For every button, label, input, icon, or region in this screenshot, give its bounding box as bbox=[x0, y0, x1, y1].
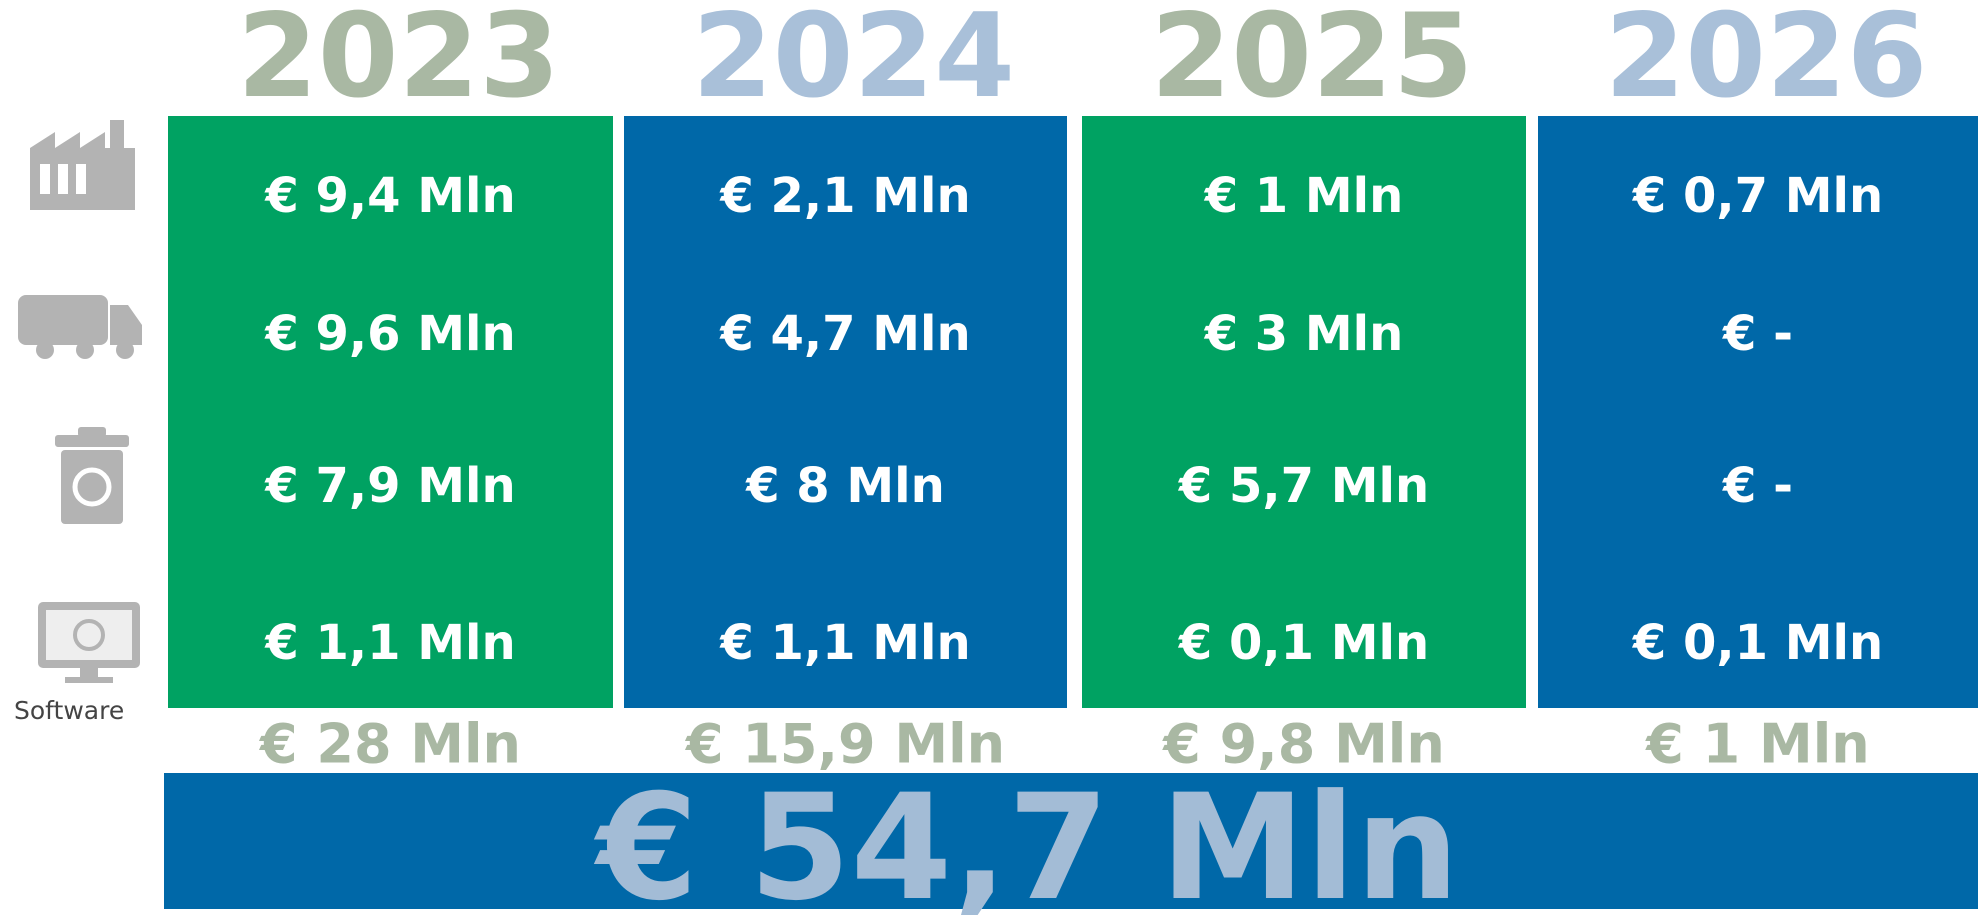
year-label: 2025 bbox=[1150, 0, 1474, 124]
year-column bbox=[1082, 116, 1526, 708]
year-column bbox=[1538, 116, 1978, 708]
cell-value: € 8 Mln bbox=[746, 458, 945, 514]
cell-value: € 3 Mln bbox=[1204, 306, 1404, 362]
icon-label: Software bbox=[14, 696, 125, 725]
cell-value: € 0,1 Mln bbox=[1178, 615, 1430, 671]
year-label: 2023 bbox=[237, 0, 560, 124]
cell-value: € 0,1 Mln bbox=[1632, 615, 1884, 671]
cell-value: € 9,6 Mln bbox=[265, 306, 516, 362]
year-column bbox=[624, 116, 1067, 708]
cell-value: € 1,1 Mln bbox=[265, 615, 516, 671]
column-total: € 1 Mln bbox=[1646, 712, 1870, 776]
cell-value: € - bbox=[1722, 458, 1794, 514]
column-total: € 28 Mln bbox=[259, 712, 522, 776]
icons bbox=[18, 120, 142, 683]
year-column bbox=[168, 116, 613, 708]
cell-value: € 4,7 Mln bbox=[720, 306, 971, 362]
cell-value: € 2,1 Mln bbox=[720, 168, 971, 224]
bin-icon bbox=[55, 427, 129, 524]
cell-value: € 1,1 Mln bbox=[720, 615, 971, 671]
grand-total: € 54,7 Mln bbox=[596, 763, 1460, 915]
cell-value: € 7,9 Mln bbox=[265, 458, 516, 514]
year-label: 2026 bbox=[1604, 0, 1928, 124]
factory-icon bbox=[30, 120, 135, 210]
truck-icon bbox=[18, 295, 142, 359]
cell-value: € 0,7 Mln bbox=[1632, 168, 1884, 224]
grand-total-bar bbox=[164, 773, 1978, 909]
monitor-icon bbox=[38, 602, 140, 683]
year-label: 2024 bbox=[692, 0, 1015, 124]
cell-value: € 9,4 Mln bbox=[265, 168, 516, 224]
cell-value: € 5,7 Mln bbox=[1178, 458, 1430, 514]
cell-value: € - bbox=[1722, 306, 1794, 362]
column-total: € 15,9 Mln bbox=[685, 712, 1006, 776]
cell-value: € 1 Mln bbox=[1204, 168, 1404, 224]
column-total: € 9,8 Mln bbox=[1163, 712, 1445, 776]
